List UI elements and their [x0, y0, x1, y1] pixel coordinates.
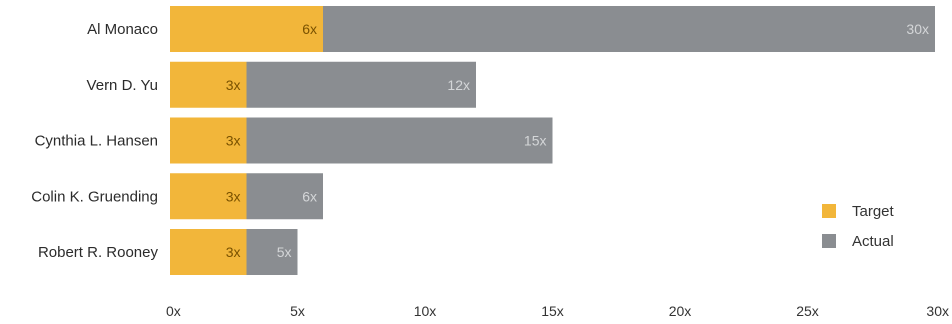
legend: Target Actual — [822, 203, 895, 250]
x-axis-ticks: 0x 5x 10x 15x 20x 25x 30x — [166, 303, 949, 319]
bar-target-colin-k-gruending — [170, 173, 247, 220]
x-tick-label: 20x — [669, 303, 692, 319]
legend-label-actual: Actual — [852, 233, 894, 250]
data-label-target-robert-r-rooney: 3x — [226, 244, 241, 260]
x-tick-label: 5x — [290, 303, 305, 319]
data-label-target-colin-k-gruending: 3x — [226, 188, 241, 204]
data-label-actual-vern-d-yu: 12x — [447, 77, 470, 93]
x-tick-label: 30x — [926, 303, 949, 319]
data-label-actual-al-monaco: 30x — [906, 21, 929, 37]
bar-target-al-monaco — [170, 6, 323, 52]
bars — [170, 6, 935, 275]
category-label-vern-d-yu: Vern D. Yu — [87, 77, 158, 94]
bar-actual-robert-r-rooney — [246, 229, 298, 275]
bar-target-vern-d-yu — [170, 61, 247, 108]
x-tick-label: 15x — [541, 303, 564, 319]
category-label-robert-r-rooney: Robert R. Rooney — [38, 244, 159, 261]
category-labels: Al Monaco Vern D. Yu Cynthia L. Hansen Coli… — [31, 21, 158, 261]
category-label-cynthia-l-hansen: Cynthia L. Hansen — [35, 133, 158, 150]
data-label-actual-robert-r-rooney: 5x — [277, 244, 292, 260]
bar-actual-al-monaco — [323, 6, 935, 52]
data-label-target-cynthia-l-hansen: 3x — [226, 133, 241, 149]
bar-actual-vern-d-yu — [246, 61, 476, 108]
x-tick-label: 0x — [166, 303, 181, 319]
x-tick-label: 10x — [414, 303, 437, 319]
bar-actual-colin-k-gruending — [246, 173, 323, 220]
data-label-actual-cynthia-l-hansen: 15x — [524, 133, 547, 149]
legend-label-target: Target — [852, 203, 895, 220]
category-label-colin-k-gruending: Colin K. Gruending — [31, 188, 158, 205]
bar-target-robert-r-rooney — [170, 229, 247, 275]
legend-swatch-target — [822, 204, 836, 218]
x-tick-label: 25x — [796, 303, 819, 319]
bar-target-cynthia-l-hansen — [170, 117, 247, 164]
legend-swatch-actual — [822, 234, 836, 248]
data-labels: 6x 30x 3x 12x 3x 15x 3x 6x 3x 5x — [226, 21, 929, 260]
category-label-al-monaco: Al Monaco — [87, 21, 158, 38]
bar-actual-cynthia-l-hansen — [246, 117, 553, 164]
data-label-target-al-monaco: 6x — [302, 21, 317, 37]
data-label-actual-colin-k-gruending: 6x — [302, 188, 317, 204]
data-label-target-vern-d-yu: 3x — [226, 77, 241, 93]
